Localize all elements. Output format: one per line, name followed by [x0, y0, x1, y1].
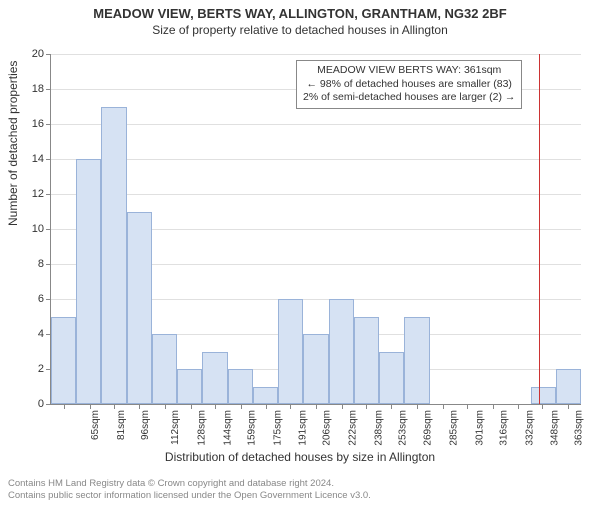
- ytick-label: 2: [20, 363, 44, 375]
- xtick-mark: [316, 404, 317, 409]
- xtick-mark: [191, 404, 192, 409]
- xtick-mark: [241, 404, 242, 409]
- histogram-bar: [379, 352, 404, 405]
- xtick-mark: [90, 404, 91, 409]
- xtick-mark: [443, 404, 444, 409]
- xtick-label: 238sqm: [373, 410, 384, 446]
- annotation-line3: 2% of semi-detached houses are larger (2…: [303, 91, 515, 105]
- ytick-mark: [46, 54, 51, 55]
- xtick-mark: [64, 404, 65, 409]
- chart-title-line1: MEADOW VIEW, BERTS WAY, ALLINGTON, GRANT…: [0, 6, 600, 21]
- marker-line: [539, 54, 540, 404]
- xtick-mark: [518, 404, 519, 409]
- xtick-label: 332sqm: [524, 410, 535, 446]
- footer-line2: Contains public sector information licen…: [8, 490, 371, 502]
- ytick-label: 0: [20, 398, 44, 410]
- ytick-mark: [46, 194, 51, 195]
- histogram-bar: [202, 352, 227, 405]
- ytick-label: 16: [20, 118, 44, 130]
- xtick-mark: [542, 404, 543, 409]
- ytick-label: 10: [20, 223, 44, 235]
- xtick-label: 253sqm: [397, 410, 408, 446]
- ytick-label: 6: [20, 293, 44, 305]
- xtick-label: 112sqm: [170, 410, 181, 445]
- xtick-label: 206sqm: [322, 410, 333, 446]
- y-axis-label: Number of detached properties: [6, 61, 20, 226]
- xtick-label: 159sqm: [246, 410, 257, 446]
- histogram-bar: [253, 387, 278, 405]
- ytick-label: 12: [20, 188, 44, 200]
- xtick-label: 81sqm: [116, 410, 127, 440]
- xtick-mark: [366, 404, 367, 409]
- histogram-bar: [556, 369, 581, 404]
- ytick-label: 18: [20, 83, 44, 95]
- histogram-bar: [329, 299, 354, 404]
- histogram-bar: [354, 317, 379, 405]
- ytick-mark: [46, 404, 51, 405]
- xtick-mark: [493, 404, 494, 409]
- xtick-mark: [139, 404, 140, 409]
- footer-attribution: Contains HM Land Registry data © Crown c…: [8, 478, 371, 502]
- histogram-bar: [177, 369, 202, 404]
- gridline: [51, 124, 581, 125]
- xtick-label: 144sqm: [222, 410, 233, 446]
- xtick-label: 222sqm: [348, 410, 359, 446]
- xtick-mark: [215, 404, 216, 409]
- histogram-bar: [76, 159, 101, 404]
- xtick-mark: [417, 404, 418, 409]
- footer-line1: Contains HM Land Registry data © Crown c…: [8, 478, 371, 490]
- histogram-bar: [127, 212, 152, 405]
- xtick-mark: [114, 404, 115, 409]
- histogram-bar: [101, 107, 126, 405]
- histogram-bar: [278, 299, 303, 404]
- xtick-mark: [290, 404, 291, 409]
- chart-area: 65sqm81sqm96sqm112sqm128sqm144sqm159sqm1…: [50, 54, 580, 404]
- xtick-label: 175sqm: [272, 410, 283, 446]
- ytick-mark: [46, 159, 51, 160]
- xtick-label: 269sqm: [423, 410, 434, 446]
- chart-title-line2: Size of property relative to detached ho…: [0, 23, 600, 37]
- histogram-bar: [51, 317, 76, 405]
- ytick-label: 4: [20, 328, 44, 340]
- xtick-mark: [467, 404, 468, 409]
- xtick-label: 348sqm: [550, 410, 561, 446]
- xtick-label: 285sqm: [449, 410, 460, 446]
- ytick-mark: [46, 229, 51, 230]
- gridline: [51, 54, 581, 55]
- xtick-label: 301sqm: [474, 410, 485, 446]
- xtick-label: 65sqm: [90, 410, 101, 440]
- annotation-box: MEADOW VIEW BERTS WAY: 361sqm ← 98% of d…: [296, 60, 522, 109]
- xtick-label: 96sqm: [140, 410, 151, 440]
- histogram-bar: [404, 317, 429, 405]
- histogram-bar: [228, 369, 253, 404]
- xtick-label: 191sqm: [298, 410, 309, 446]
- ytick-label: 8: [20, 258, 44, 270]
- xtick-label: 363sqm: [574, 410, 585, 446]
- xtick-label: 316sqm: [499, 410, 510, 446]
- xtick-mark: [568, 404, 569, 409]
- gridline: [51, 194, 581, 195]
- histogram-bar: [152, 334, 177, 404]
- ytick-mark: [46, 89, 51, 90]
- ytick-mark: [46, 299, 51, 300]
- annotation-line2: ← 98% of detached houses are smaller (83…: [303, 78, 515, 92]
- ytick-label: 20: [20, 48, 44, 60]
- ytick-label: 14: [20, 153, 44, 165]
- xtick-mark: [165, 404, 166, 409]
- gridline: [51, 159, 581, 160]
- xtick-mark: [266, 404, 267, 409]
- ytick-mark: [46, 264, 51, 265]
- annotation-line1: MEADOW VIEW BERTS WAY: 361sqm: [303, 64, 515, 78]
- ytick-mark: [46, 124, 51, 125]
- xtick-mark: [391, 404, 392, 409]
- histogram-bar: [531, 387, 556, 405]
- xtick-label: 128sqm: [197, 410, 208, 446]
- histogram-bar: [303, 334, 328, 404]
- xtick-mark: [342, 404, 343, 409]
- x-axis-label: Distribution of detached houses by size …: [0, 450, 600, 464]
